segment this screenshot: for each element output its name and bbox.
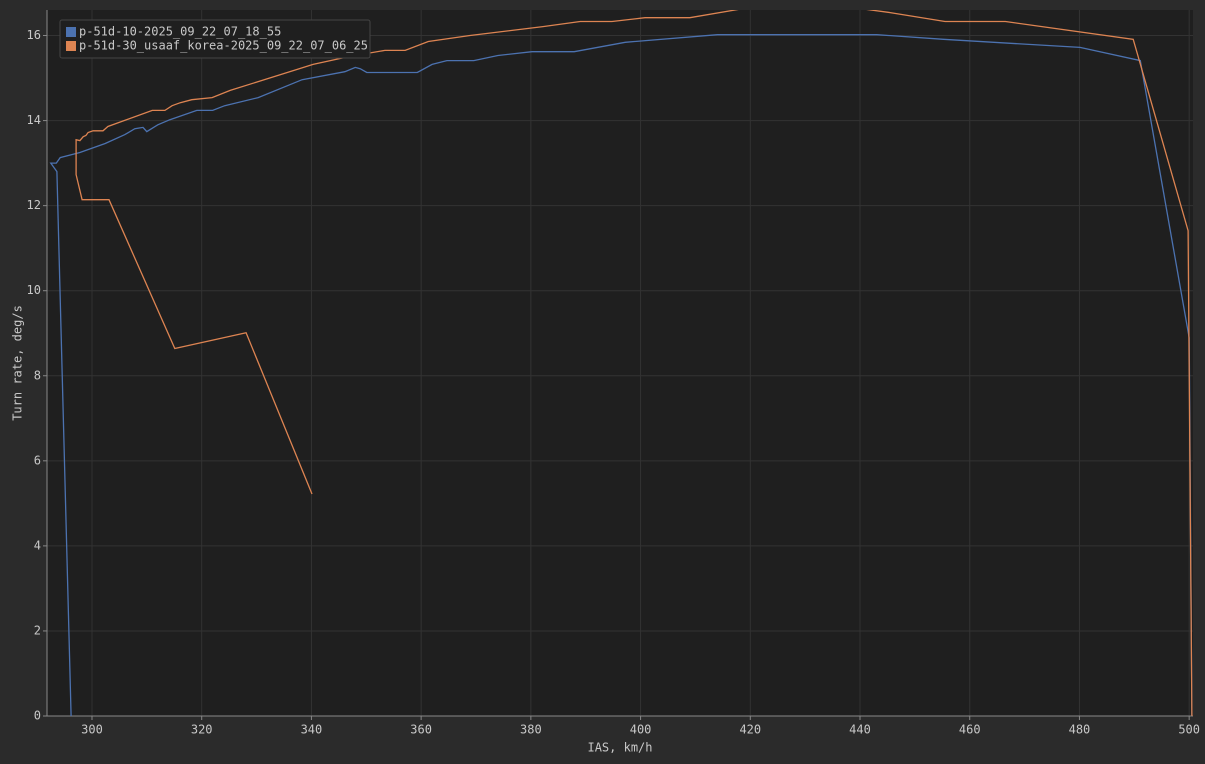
x-tick-label: 440 (849, 723, 871, 737)
legend-swatch (66, 41, 76, 51)
x-tick-label: 480 (1069, 723, 1091, 737)
x-tick-label: 360 (410, 723, 432, 737)
y-tick-label: 4 (34, 538, 41, 552)
y-tick-label: 14 (27, 113, 41, 127)
legend-label: p-51d-10-2025_09_22_07_18_55 (79, 25, 281, 39)
series-line (49, 34, 1193, 716)
plot-area (47, 10, 1193, 716)
y-axis-label: Turn rate, deg/s (11, 305, 25, 421)
legend-box (59, 19, 371, 59)
x-tick-label: 420 (739, 723, 761, 737)
y-tick-label: 10 (27, 283, 41, 297)
y-tick-label: 16 (27, 28, 41, 42)
series-line (75, 10, 1193, 716)
legend-swatch (66, 27, 76, 37)
y-tick-label: 8 (34, 368, 41, 382)
x-tick-label: 300 (81, 723, 103, 737)
y-tick-label: 2 (34, 623, 41, 637)
x-tick-label: 500 (1178, 723, 1200, 737)
x-tick-label: 400 (630, 723, 652, 737)
legend-label: p-51d-30_usaaf_korea-2025_09_22_07_06_25 (79, 39, 368, 53)
x-tick-label: 380 (520, 723, 542, 737)
y-tick-label: 0 (34, 709, 41, 723)
series-group (49, 10, 1193, 716)
x-tick-label: 320 (191, 723, 213, 737)
x-tick-label: 460 (959, 723, 981, 737)
x-axis-label: IAS, km/h (587, 741, 652, 755)
y-tick-label: 6 (34, 453, 41, 467)
x-tick-label: 340 (301, 723, 323, 737)
y-tick-label: 12 (27, 198, 41, 212)
